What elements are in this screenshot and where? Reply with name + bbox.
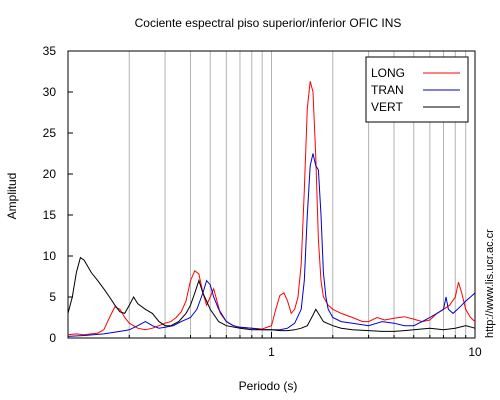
x-axis-label: Periodo (s): [239, 379, 298, 393]
y-tick-label: 35: [43, 44, 57, 58]
y-tick-label: 10: [43, 249, 57, 263]
y-tick-label: 5: [49, 290, 56, 304]
series-lines: [67, 81, 476, 337]
y-tick-label: 20: [43, 167, 57, 181]
series-tran-line: [67, 153, 476, 337]
x-axis: 1 10: [128, 332, 482, 359]
y-axis: 0 5 10 15 20 25 30 35: [43, 44, 73, 345]
series-long-line: [67, 81, 476, 336]
legend: LONG TRAN VERT: [365, 56, 469, 123]
chart-title: Cociente espectral piso superior/inferio…: [135, 16, 402, 30]
series-vert-line: [67, 256, 476, 332]
y-tick-label: 30: [43, 85, 57, 99]
x-tick-label: 10: [468, 345, 482, 359]
y-axis-label: Amplitud: [5, 173, 19, 220]
y-tick-label: 0: [49, 331, 56, 345]
y-tick-label: 15: [43, 208, 57, 222]
source-url: http://www.lis.ucr.ac.cr: [484, 229, 496, 338]
y-tick-label: 25: [43, 126, 57, 140]
legend-label-tran: TRAN: [371, 83, 404, 97]
x-tick-label: 1: [268, 345, 275, 359]
legend-label-vert: VERT: [371, 100, 403, 114]
legend-label-long: LONG: [371, 66, 405, 80]
